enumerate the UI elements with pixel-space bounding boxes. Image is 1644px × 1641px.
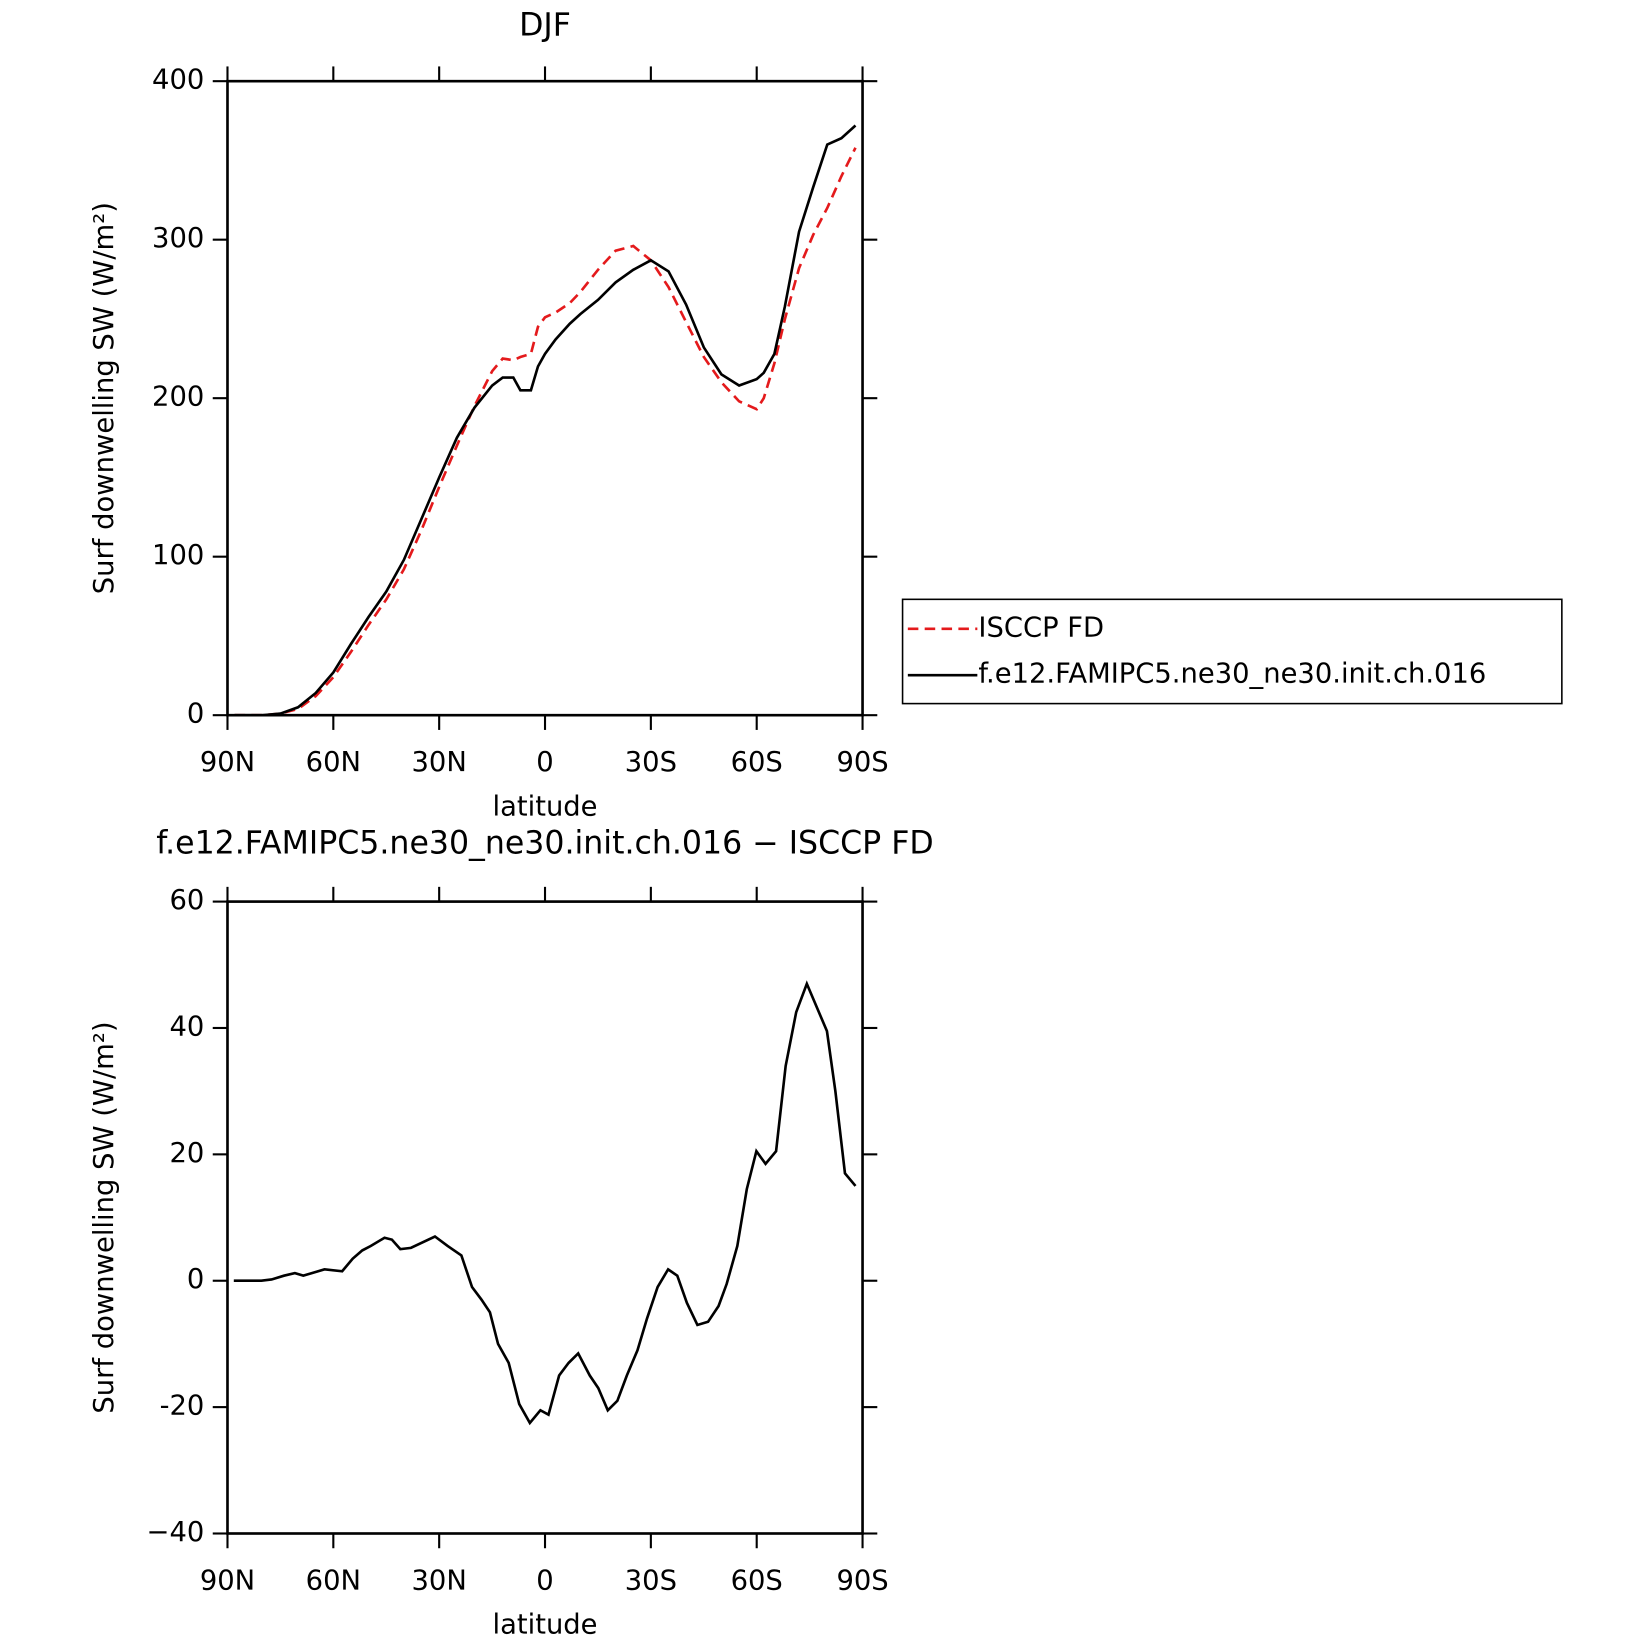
- x-tick-label: 90N: [200, 1565, 255, 1596]
- y-tick-label: 200: [152, 382, 204, 413]
- y-axis-label: Surf downwelling SW (W/m²): [89, 1021, 120, 1413]
- x-tick-label: 90N: [200, 747, 255, 778]
- y-tick-label: 0: [187, 1264, 204, 1295]
- y-tick-label: 40: [169, 1011, 204, 1042]
- plot-frame: [226, 79, 864, 717]
- y-tick-label: 0: [187, 699, 204, 730]
- x-tick-label: 60S: [731, 1565, 783, 1596]
- y-tick-label: 100: [152, 540, 204, 571]
- y-tick-label: 20: [169, 1138, 204, 1169]
- y-tick-label: 60: [169, 885, 204, 916]
- x-axis-label: latitude: [493, 791, 598, 822]
- legend: ISCCP FD f.e12.FAMIPC5.ne30_ne30.init.ch.…: [901, 598, 1563, 705]
- data-line: [233, 980, 857, 1426]
- legend-label: f.e12.FAMIPC5.ne30_ne30.init.ch.016: [978, 659, 1486, 690]
- x-tick-label: 30N: [412, 1565, 467, 1596]
- chart-title: f.e12.FAMIPC5.ne30_ne30.init.ch.016 − IS…: [156, 826, 933, 862]
- x-tick-label: 90S: [836, 747, 888, 778]
- y-tick-label: -20: [160, 1391, 205, 1422]
- x-axis-label: latitude: [493, 1610, 598, 1641]
- y-tick-label: 400: [152, 65, 204, 96]
- data-line: [234, 147, 857, 717]
- legend-label: ISCCP FD: [978, 612, 1104, 643]
- x-tick-label: 90S: [836, 1565, 888, 1596]
- y-tick-label: −40: [147, 1517, 205, 1548]
- x-tick-label: 30S: [625, 1565, 677, 1596]
- x-tick-label: 0: [536, 1565, 553, 1596]
- plot-frame: [226, 900, 864, 1535]
- x-tick-label: 30N: [412, 747, 467, 778]
- legend-box: [901, 598, 1563, 705]
- x-tick-label: 60S: [731, 747, 783, 778]
- chart-title: DJF: [519, 7, 571, 43]
- x-tick-label: 30S: [625, 747, 677, 778]
- y-axis-label: Surf downwelling SW (W/m²): [89, 202, 120, 594]
- x-tick-label: 60N: [306, 1565, 361, 1596]
- y-tick-label: 300: [152, 223, 204, 254]
- x-tick-label: 60N: [306, 747, 361, 778]
- data-line: [234, 124, 857, 717]
- x-tick-label: 0: [536, 747, 553, 778]
